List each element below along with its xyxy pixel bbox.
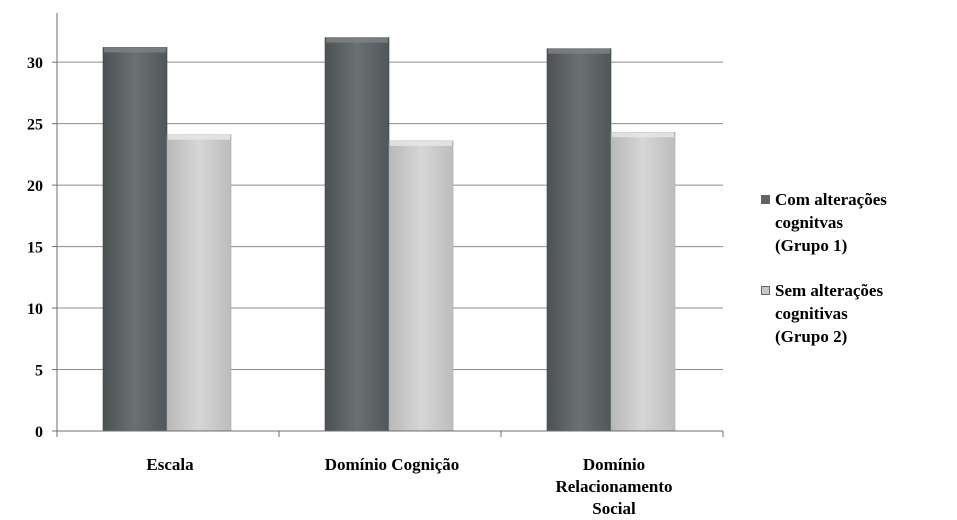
legend-item-series-1: Com alterações cognitvas (Grupo 1): [761, 188, 957, 257]
y-tick-label: 5: [35, 363, 43, 380]
bar-series-2-1: [166, 134, 232, 432]
bar-series-1-1: [102, 47, 168, 432]
bar-series-2-3: [610, 131, 676, 432]
y-tick-label: 10: [27, 301, 43, 318]
axes: [52, 13, 724, 437]
legend-label-series-1: Com alterações cognitvas (Grupo 1): [775, 190, 887, 255]
labels: 0 5 10 15 20 25 30 Escala Domínio Cognição Domíni…: [27, 55, 673, 518]
bar-top-highlight: [548, 48, 610, 54]
bar-top-highlight: [168, 134, 230, 140]
x-category-label: Domínio: [583, 455, 645, 474]
legend-item-series-2: Sem alterações cognitivas (Grupo 2): [761, 279, 957, 348]
bar-top-highlight: [326, 37, 388, 43]
x-category-label: Escala: [146, 455, 194, 474]
legend-swatch-series-2: [761, 286, 770, 295]
x-category-label: Relacionamento: [555, 477, 672, 496]
y-tick-label: 15: [27, 240, 43, 257]
y-tick-label: 0: [35, 424, 43, 441]
legend-swatch-series-1: [761, 195, 770, 204]
bar-top-highlight: [390, 140, 452, 146]
x-category-label: Social: [592, 499, 636, 518]
legend: Com alterações cognitvas (Grupo 1) Sem a…: [761, 188, 957, 370]
y-tick-label: 25: [27, 117, 43, 134]
bars: [102, 37, 676, 432]
legend-label-series-2: Sem alterações cognitivas (Grupo 2): [775, 281, 884, 346]
x-category-label: Domínio Cognição: [325, 455, 460, 474]
y-tick-label: 30: [27, 55, 43, 72]
bar-top-highlight: [104, 47, 166, 53]
bar-series-1-3: [546, 48, 612, 432]
bar-series-2-2: [388, 140, 454, 432]
y-tick-label: 20: [27, 178, 43, 195]
bar-top-highlight: [612, 132, 674, 138]
bar-series-1-2: [324, 37, 390, 432]
